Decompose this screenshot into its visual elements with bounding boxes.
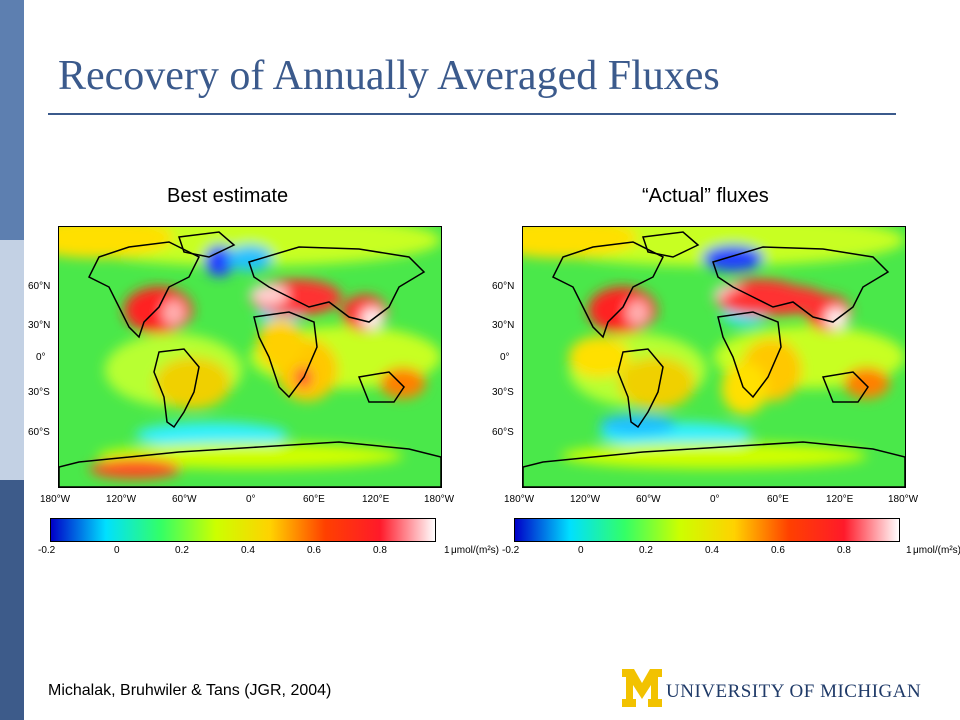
sidebar-band-middle xyxy=(0,240,24,480)
lon-tick: 120°W xyxy=(570,494,601,505)
colorbar-best-estimate xyxy=(50,518,436,542)
flux-region xyxy=(360,307,384,329)
title-underline xyxy=(48,113,896,115)
lon-tick: 120°W xyxy=(106,494,137,505)
lon-tick: 0° xyxy=(246,494,256,505)
colorbar-tick: 0.8 xyxy=(373,545,387,556)
sidebar-decoration xyxy=(0,0,24,720)
university-name: UNIVERSITY OF MICHIGAN xyxy=(666,681,922,702)
colorbar-tick: -0.2 xyxy=(502,545,520,556)
coastline xyxy=(551,241,665,339)
coastline xyxy=(523,441,905,487)
colorbar-actual-fluxes xyxy=(514,518,900,542)
flux-region xyxy=(824,307,848,329)
lat-tick: 30°S xyxy=(28,387,50,398)
flux-map-canvas xyxy=(59,227,441,487)
flux-region xyxy=(626,299,650,326)
lat-tick: 30°S xyxy=(492,387,514,398)
sidebar-band-bottom xyxy=(0,480,24,720)
coastline xyxy=(253,311,318,399)
lon-tick: 180°W xyxy=(424,494,455,505)
flux-region xyxy=(599,414,676,435)
flux-region xyxy=(227,245,273,272)
flux-region xyxy=(154,357,231,409)
colorbar-tick: 0 xyxy=(114,545,120,556)
coastline xyxy=(821,371,869,403)
lat-tick: 0° xyxy=(36,352,46,363)
colorbar-tick: 0 xyxy=(578,545,584,556)
lon-tick: 120°E xyxy=(826,494,854,505)
colorbar-tick: 0.6 xyxy=(307,545,321,556)
flux-region xyxy=(561,442,867,469)
lon-tick: 60°W xyxy=(636,494,661,505)
colorbar-tick: 0.4 xyxy=(705,545,719,556)
colorbar-tick: 0.2 xyxy=(639,545,653,556)
lat-tick: 60°S xyxy=(28,427,50,438)
lon-tick: 180°W xyxy=(40,494,71,505)
flux-region xyxy=(89,458,182,480)
flux-region xyxy=(250,284,289,305)
lat-tick: 60°N xyxy=(28,281,51,292)
panel-label-best-estimate: Best estimate xyxy=(167,185,289,207)
panel-label-actual-fluxes: “Actual” fluxes xyxy=(642,185,769,207)
lat-tick: 60°N xyxy=(492,281,515,292)
coastline xyxy=(641,231,700,258)
coastline xyxy=(717,311,782,399)
flux-region xyxy=(721,284,829,316)
colorbar-tick: 0.2 xyxy=(175,545,189,556)
citation-text: Michalak, Bruhwiler & Tans (JGR, 2004) xyxy=(48,682,332,699)
lat-tick: 60°S xyxy=(492,427,514,438)
lon-tick: 0° xyxy=(710,494,720,505)
lon-tick: 180°W xyxy=(504,494,535,505)
colorbar-tick: 0.8 xyxy=(837,545,851,556)
lat-tick: 0° xyxy=(500,352,510,363)
colorbar-tick: 1 xyxy=(444,545,450,556)
coastline xyxy=(87,241,201,339)
slide-title: Recovery of Annually Averaged Fluxes xyxy=(58,53,720,99)
sidebar-band-top xyxy=(0,0,24,240)
lon-tick: 60°E xyxy=(767,494,789,505)
flux-region xyxy=(204,245,235,277)
flux-region xyxy=(523,227,638,259)
flux-region xyxy=(257,318,304,370)
colorbar-tick: -0.2 xyxy=(38,545,56,556)
flux-region xyxy=(135,422,289,448)
colorbar-tick: 0.4 xyxy=(241,545,255,556)
coastline xyxy=(617,348,664,429)
lat-tick: 30°N xyxy=(492,320,515,331)
lon-tick: 60°E xyxy=(303,494,325,505)
block-m-logo-icon xyxy=(622,669,662,707)
colorbar-unit: μmol/(m²s) xyxy=(913,545,960,556)
coastline xyxy=(153,348,200,429)
coastline xyxy=(177,231,236,258)
colorbar-tick: 0.6 xyxy=(771,545,785,556)
flux-region xyxy=(162,299,186,326)
coastline xyxy=(712,246,890,323)
coastline xyxy=(59,441,441,487)
lat-tick: 30°N xyxy=(28,320,51,331)
colorbar-unit: μmol/(m²s) xyxy=(451,545,499,556)
flux-map-canvas xyxy=(523,227,905,487)
flux-region xyxy=(97,442,403,469)
lon-tick: 120°E xyxy=(362,494,390,505)
flux-map-best-estimate xyxy=(58,226,442,488)
lon-tick: 60°W xyxy=(172,494,197,505)
colorbar-tick: 1 xyxy=(906,545,912,556)
coastline xyxy=(248,246,426,323)
flux-region xyxy=(618,357,695,409)
flux-map-actual-fluxes xyxy=(522,226,906,488)
flux-region xyxy=(59,227,174,259)
lon-tick: 180°W xyxy=(888,494,919,505)
coastline xyxy=(357,371,405,403)
flux-region xyxy=(568,336,630,378)
